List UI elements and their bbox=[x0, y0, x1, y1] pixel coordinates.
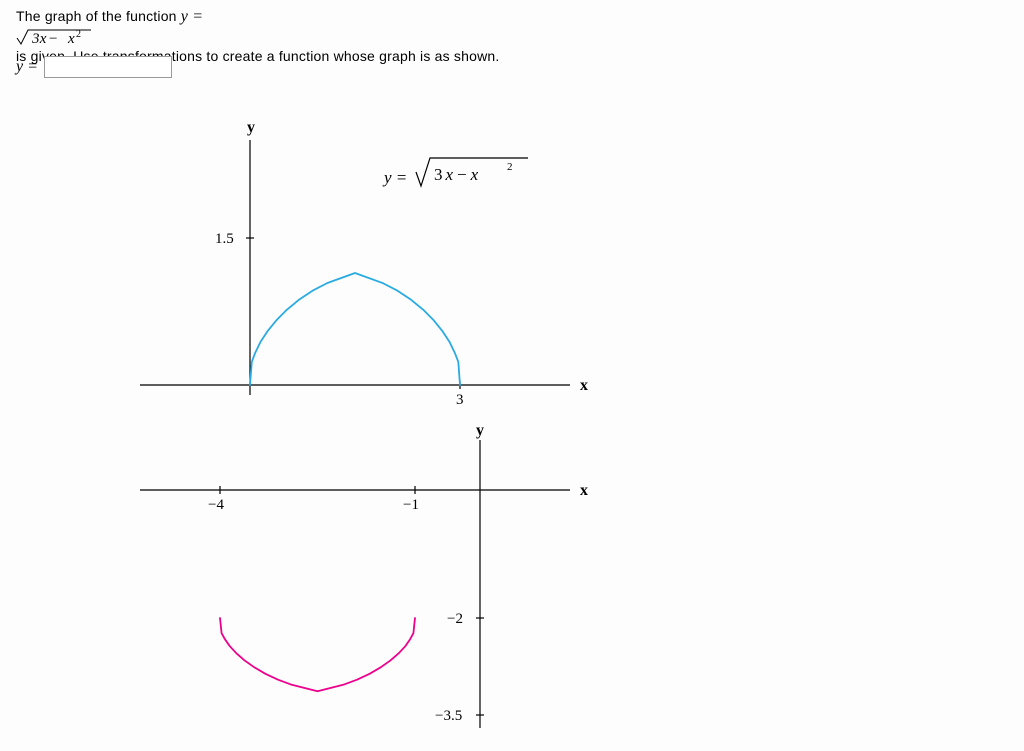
answer-input[interactable] bbox=[44, 56, 172, 78]
question-lhs: y = bbox=[181, 8, 204, 25]
formula-under: 3x−x bbox=[434, 165, 479, 184]
plots-svg: 1.5 3 y x y = 3x−x 2 bbox=[80, 110, 640, 730]
svg-text:3x: 3x bbox=[31, 31, 47, 47]
bottom-xtick-label-0: −4 bbox=[208, 497, 224, 513]
formula-prefix: y = bbox=[382, 168, 407, 187]
top-graph: 1.5 3 y x y = 3x−x 2 bbox=[140, 119, 588, 408]
bottom-ytick-label-1: −3.5 bbox=[435, 708, 462, 724]
formula-exp: 2 bbox=[507, 161, 513, 173]
svg-text:2: 2 bbox=[76, 29, 81, 40]
question-sqrt: 3x − x 2 bbox=[16, 26, 499, 48]
page: The graph of the function y = 3x − x 2 i… bbox=[0, 0, 1024, 751]
top-curve bbox=[250, 273, 460, 385]
bottom-xtick-label-1: −1 bbox=[403, 497, 419, 513]
svg-text:x: x bbox=[67, 31, 75, 47]
bottom-ytick-label-0: −2 bbox=[447, 611, 463, 627]
bottom-x-axis-label: x bbox=[580, 482, 588, 499]
top-y-axis-label: y bbox=[247, 119, 255, 136]
top-ytick-label: 1.5 bbox=[215, 231, 234, 247]
question-prefix: The graph of the function bbox=[16, 8, 181, 24]
bottom-curve bbox=[220, 618, 415, 691]
svg-text:−: − bbox=[49, 31, 58, 47]
top-x-axis-label: x bbox=[580, 377, 588, 394]
top-xtick-label: 3 bbox=[456, 392, 464, 408]
bottom-graph: −4 −1 −2 −3.5 y x bbox=[140, 422, 588, 728]
plot-area: 1.5 3 y x y = 3x−x 2 bbox=[80, 110, 640, 730]
formula-label: y = 3x−x 2 bbox=[382, 158, 528, 187]
bottom-y-axis-label: y bbox=[476, 422, 484, 439]
answer-row: y = bbox=[16, 56, 172, 78]
answer-label: y = bbox=[16, 58, 38, 76]
